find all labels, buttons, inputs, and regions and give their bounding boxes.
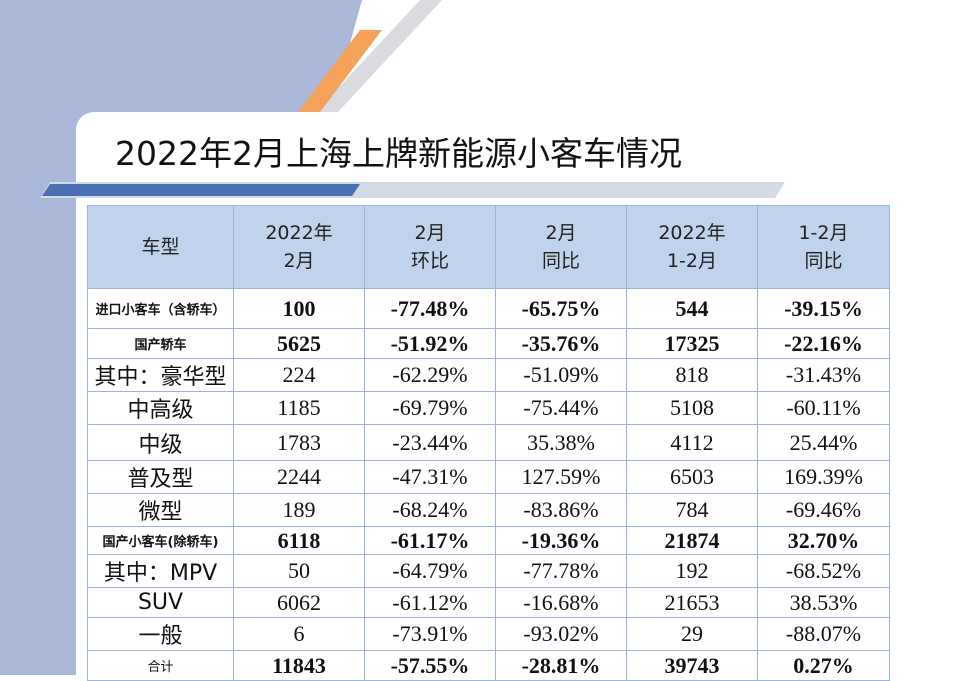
table-row: 微型 189 -68.24% -83.86% 784 -69.46% xyxy=(87,493,890,527)
header-cell: 2月 环比 xyxy=(364,205,496,289)
table-header-row: 车型 2022年 2月 2月 环比 2月 同比 2022年 1-2月 1-2月 同比 xyxy=(87,205,890,289)
cell: -22.16% xyxy=(757,328,890,359)
cell: 29 xyxy=(626,617,758,651)
table-row: 中级 1783 -23.44% 35.38% 4112 25.44% xyxy=(87,424,890,461)
cell: -68.52% xyxy=(757,554,890,588)
cell: -47.31% xyxy=(364,460,496,494)
cell: -28.81% xyxy=(495,650,627,681)
cell: 32.70% xyxy=(757,526,890,555)
cell: 5625 xyxy=(233,328,365,359)
table-row-total: 合计 11843 -57.55% -28.81% 39743 0.27% xyxy=(87,650,890,681)
cell: 6 xyxy=(233,617,365,651)
cell: -65.75% xyxy=(495,288,627,329)
cell: -19.36% xyxy=(495,526,627,555)
cell: 4112 xyxy=(626,424,758,461)
cell: -35.76% xyxy=(495,328,627,359)
cell: -51.92% xyxy=(364,328,496,359)
table-row: 其中：MPV 50 -64.79% -77.78% 192 -68.52% xyxy=(87,554,890,588)
cell: -77.48% xyxy=(364,288,496,329)
row-label: SUV xyxy=(87,587,234,618)
cell: 192 xyxy=(626,554,758,588)
cell: -62.29% xyxy=(364,358,496,392)
cell: -73.91% xyxy=(364,617,496,651)
cell: -23.44% xyxy=(364,424,496,461)
cell: 2244 xyxy=(233,460,365,494)
cell: -61.12% xyxy=(364,587,496,618)
table-row: 中高级 1185 -69.79% -75.44% 5108 -60.11% xyxy=(87,391,890,425)
row-label: 微型 xyxy=(87,493,234,527)
cell: -51.09% xyxy=(495,358,627,392)
cell: -57.55% xyxy=(364,650,496,681)
table-row: 进口小客车（含轿车） 100 -77.48% -65.75% 544 -39.1… xyxy=(87,288,890,329)
cell: -64.79% xyxy=(364,554,496,588)
header-cell: 2022年 1-2月 xyxy=(626,205,758,289)
data-table: 车型 2022年 2月 2月 环比 2月 同比 2022年 1-2月 1-2月 同比 进口… xyxy=(87,205,890,681)
row-label: 其中：MPV xyxy=(87,554,234,588)
cell: 1185 xyxy=(233,391,365,425)
cell: 21653 xyxy=(626,587,758,618)
cell: -83.86% xyxy=(495,493,627,527)
cell: 0.27% xyxy=(757,650,890,681)
cell: -16.68% xyxy=(495,587,627,618)
title-underline xyxy=(40,182,785,198)
cell: 5108 xyxy=(626,391,758,425)
cell: 6062 xyxy=(233,587,365,618)
page-title: 2022年2月上海上牌新能源小客车情况 xyxy=(115,134,682,173)
row-label: 国产小客车(除轿车) xyxy=(87,526,234,555)
cell: 818 xyxy=(626,358,758,392)
row-label: 中级 xyxy=(87,424,234,461)
cell: 6503 xyxy=(626,460,758,494)
header-cell: 2月 同比 xyxy=(495,205,627,289)
row-label: 一般 xyxy=(87,617,234,651)
header-cell: 1-2月 同比 xyxy=(757,205,890,289)
cell: 169.39% xyxy=(757,460,890,494)
row-label: 普及型 xyxy=(87,460,234,494)
row-label: 其中：豪华型 xyxy=(87,358,234,392)
cell: -69.79% xyxy=(364,391,496,425)
cell: 189 xyxy=(233,493,365,527)
cell: -31.43% xyxy=(757,358,890,392)
table-row: 普及型 2244 -47.31% 127.59% 6503 169.39% xyxy=(87,460,890,494)
cell: 127.59% xyxy=(495,460,627,494)
cell: 25.44% xyxy=(757,424,890,461)
table-row: 其中：豪华型 224 -62.29% -51.09% 818 -31.43% xyxy=(87,358,890,392)
cell: 544 xyxy=(626,288,758,329)
cell: 21874 xyxy=(626,526,758,555)
table-row: 一般 6 -73.91% -93.02% 29 -88.07% xyxy=(87,617,890,651)
cell: -77.78% xyxy=(495,554,627,588)
table-row: 国产小客车(除轿车) 6118 -61.17% -19.36% 21874 32… xyxy=(87,526,890,555)
table-row: SUV 6062 -61.12% -16.68% 21653 38.53% xyxy=(87,587,890,618)
cell: 1783 xyxy=(233,424,365,461)
cell: -39.15% xyxy=(757,288,890,329)
cell: 50 xyxy=(233,554,365,588)
row-label: 合计 xyxy=(87,650,234,681)
cell: -61.17% xyxy=(364,526,496,555)
cell: 39743 xyxy=(626,650,758,681)
cell: -93.02% xyxy=(495,617,627,651)
row-label: 中高级 xyxy=(87,391,234,425)
cell: 6118 xyxy=(233,526,365,555)
header-cell: 2022年 2月 xyxy=(233,205,365,289)
cell: -60.11% xyxy=(757,391,890,425)
cell: 100 xyxy=(233,288,365,329)
row-label: 进口小客车（含轿车） xyxy=(87,288,234,329)
cell: 11843 xyxy=(233,650,365,681)
cell: -88.07% xyxy=(757,617,890,651)
cell: 784 xyxy=(626,493,758,527)
cell: 35.38% xyxy=(495,424,627,461)
row-label: 国产轿车 xyxy=(87,328,234,359)
cell: -68.24% xyxy=(364,493,496,527)
cell: 17325 xyxy=(626,328,758,359)
cell: -69.46% xyxy=(757,493,890,527)
cell: -75.44% xyxy=(495,391,627,425)
cell: 224 xyxy=(233,358,365,392)
cell: 38.53% xyxy=(757,587,890,618)
table-row: 国产轿车 5625 -51.92% -35.76% 17325 -22.16% xyxy=(87,328,890,359)
header-cell: 车型 xyxy=(87,205,234,289)
